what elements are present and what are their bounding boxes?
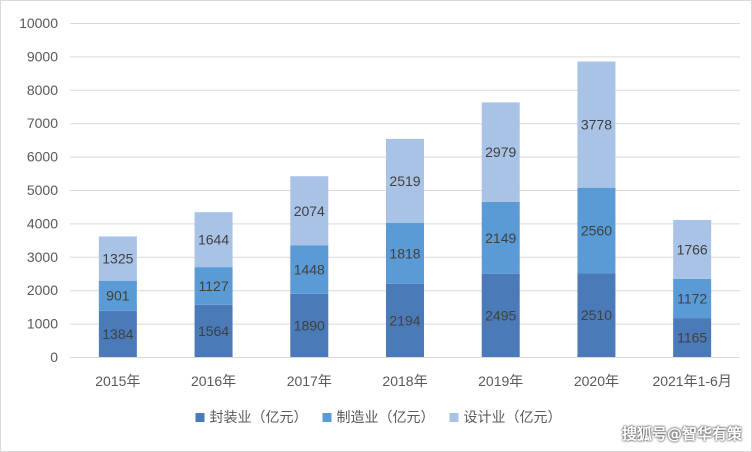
data-label: 3778 [581,117,612,133]
y-tick-label: 0 [50,349,58,365]
data-label: 2519 [389,173,420,189]
bar-segment [386,222,424,284]
bar-segment [673,318,712,357]
y-tick-label: 5000 [27,182,58,198]
data-label: 2495 [485,307,516,323]
data-label: 2074 [294,203,325,219]
bar-segment [673,278,712,319]
legend-swatch [195,413,205,422]
bar-segment [290,176,329,246]
legend-swatch [322,413,332,422]
bar-segment [577,187,616,274]
bar-segment [577,273,616,357]
bar-segment [98,280,137,311]
bar-segment [481,273,520,357]
bar-segment [481,201,520,274]
y-tick-label: 4000 [27,215,58,231]
y-tick-label: 7000 [27,115,58,131]
data-label: 1325 [102,251,133,267]
bar-segment [98,310,137,357]
y-tick-label: 8000 [27,82,58,98]
legend: 封装业（亿元） 制造业（亿元） 设计业（亿元） [195,409,562,425]
legend-swatch [449,413,459,422]
data-label: 2194 [389,312,420,328]
legend-label: 封装业（亿元） [210,409,308,425]
data-label: 2149 [485,230,516,246]
x-tick-label: 2018年 [382,373,427,389]
x-axis: 2015年 2016年 2017年 2018年 2019年 2020年 2021年1-6月 [95,373,732,389]
bar-segment [194,304,233,357]
data-label: 1766 [677,241,708,257]
y-tick-label: 10000 [19,15,58,31]
bar-segment [386,138,424,223]
watermark: 搜狐号@智华有策 [621,425,742,443]
bar-segment [481,102,520,202]
y-tick-label: 2000 [27,282,58,298]
data-label: 1165 [677,330,707,346]
data-label: 2979 [485,144,516,160]
data-label: 1644 [198,232,229,248]
data-label: 1890 [294,317,325,333]
y-tick-label: 3000 [27,249,58,265]
gridlines [70,23,740,358]
data-label: 2510 [581,307,612,323]
data-label: 1172 [677,291,707,307]
x-tick-label: 2020年 [574,373,619,389]
x-tick-label: 2021年1-6月 [652,373,731,389]
x-tick-label: 2016年 [191,373,236,389]
y-tick-label: 9000 [27,48,58,64]
y-tick-label: 6000 [27,149,58,165]
data-labels: 1384 901 1325 1564 1127 1644 1890 1448 2074 2194 1… [102,117,708,346]
data-label: 1564 [198,323,229,339]
data-label: 1384 [102,326,133,342]
legend-label: 制造业（亿元） [337,409,435,425]
data-label: 1127 [199,278,229,294]
x-tick-label: 2015年 [95,373,140,389]
bar-segment [194,267,233,305]
legend-label: 设计业（亿元） [464,409,562,425]
bar-segment [386,283,424,357]
bar-segment [577,61,616,188]
data-label: 1448 [294,262,325,278]
data-label: 2560 [581,222,612,238]
bar-segment [98,236,137,281]
bars [98,61,712,357]
bar-segment [673,219,712,279]
x-tick-label: 2017年 [287,373,332,389]
y-axis: 0 1000 2000 3000 4000 5000 6000 7000 8000 9000 100… [19,15,58,365]
x-tick-label: 2019年 [478,373,523,389]
bar-segment [290,293,329,357]
data-label: 901 [106,288,130,304]
y-tick-label: 1000 [27,316,58,332]
data-label: 1818 [389,245,420,261]
bar-segment [290,245,329,294]
bar-segment [194,212,233,268]
